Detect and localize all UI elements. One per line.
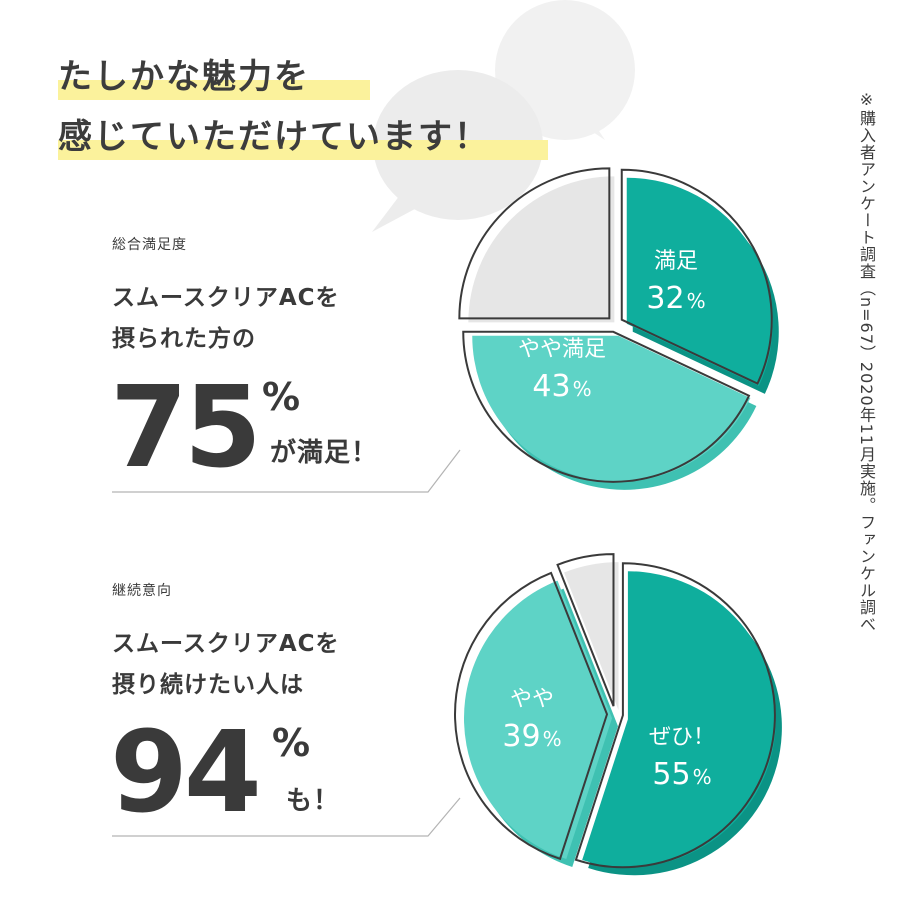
section-2-underline	[112, 797, 461, 837]
pie-2-slice-2-outline	[454, 571, 609, 861]
headline-line-1-text: たしかな魅力を	[58, 57, 310, 97]
pie-1-slice-1	[620, 168, 779, 394]
pie-2-slice-1-face	[582, 571, 776, 868]
pie-2-slice-1-value-unit: %	[693, 765, 712, 789]
section-1-underline	[112, 449, 461, 493]
section-2-lead: スムースクリアACを 摂り続けたい人は	[112, 624, 340, 706]
pie-2-slice-2-label: やや	[510, 687, 554, 712]
pie-1-slice-2-outline	[462, 330, 751, 483]
speech-bubble-back-icon	[495, 0, 635, 140]
headline: たしかな魅力を 感じていただけています！	[58, 57, 548, 160]
pie-1-slice-2	[462, 330, 757, 490]
pie-1-slice-1-label: 満足	[654, 249, 698, 274]
survey-footnote: ※購入者アンケート調査（n=67）2020年11月実施。ファンケル調べ	[857, 90, 876, 633]
section-2-lead-line-1: スムースクリアACを	[112, 631, 340, 657]
section-2-lead-line-2: 摂り続けたい人は	[112, 672, 304, 698]
pie-2-slice-1-value: 55%	[652, 757, 711, 792]
section-1-lead-line-1: スムースクリアACを	[112, 285, 340, 311]
section-1-lead: スムースクリアACを 摂られた方の	[112, 278, 340, 360]
pie-2-slice-2	[454, 571, 619, 868]
pie-1-slice-1-outline	[620, 168, 773, 385]
headline-line-2: 感じていただけています！	[58, 117, 548, 160]
pie-chart-2: ぜひ！ 55 % やや 39%	[454, 553, 782, 876]
pie-2-slice-1-outline	[574, 562, 776, 869]
section-1-big-number: 75	[110, 363, 262, 493]
pie-2-slice-2-value: 39%	[502, 719, 561, 754]
headline-line-2-text: 感じていただけています！	[58, 117, 490, 157]
pie-2-slice-3	[556, 553, 619, 711]
section-2-label: 継続意向	[112, 583, 172, 599]
pie-chart-1: 満足 32 % やや満足 43%	[458, 167, 779, 490]
pie-2-slice-1	[574, 562, 782, 876]
section-2-big-number: 94	[110, 708, 262, 838]
section-1-lead-line-2: 摂られた方の	[112, 326, 256, 352]
pie-1-slice-3-face	[468, 176, 615, 323]
pie-1-slice-1-value-unit: %	[687, 289, 706, 313]
pie-1-slice-3-outline	[458, 167, 611, 320]
pie-1-slice-2-face	[472, 335, 751, 482]
pie-1-slice-1-value-number: 32	[646, 281, 684, 316]
pie-2-slice-2-value-number: 39	[502, 719, 540, 754]
pie-1-slice-2-value-unit: %	[573, 377, 592, 401]
section-1-percent-sign: %	[262, 375, 301, 419]
pie-2-slice-3-outline	[556, 553, 615, 707]
section-2-suffix: も！	[286, 786, 341, 816]
pie-2-slice-2-face	[463, 580, 613, 860]
pie-2-slice-2-value-unit: %	[543, 727, 562, 751]
headline-line-1: たしかな魅力を	[58, 57, 370, 100]
pie-1-slice-2-label: やや満足	[518, 337, 606, 362]
pie-1-slice-1-value: 32%	[646, 281, 705, 316]
pie-1-slice-2-value-number: 43	[532, 369, 570, 404]
pie-2-slice-3-face	[564, 562, 619, 711]
pie-1-slice-2-value: 43%	[532, 369, 591, 404]
section-1-label: 総合満足度	[112, 237, 187, 253]
pie-1-slice-1-face	[626, 177, 773, 386]
section-2-percent-sign: %	[272, 721, 311, 765]
section-1-suffix: が満足！	[270, 438, 379, 468]
pie-2-slice-1-label: ぜひ！	[649, 725, 715, 750]
pie-1-slice-3	[458, 167, 615, 323]
pie-2-slice-1-value-number: 55	[652, 757, 690, 792]
